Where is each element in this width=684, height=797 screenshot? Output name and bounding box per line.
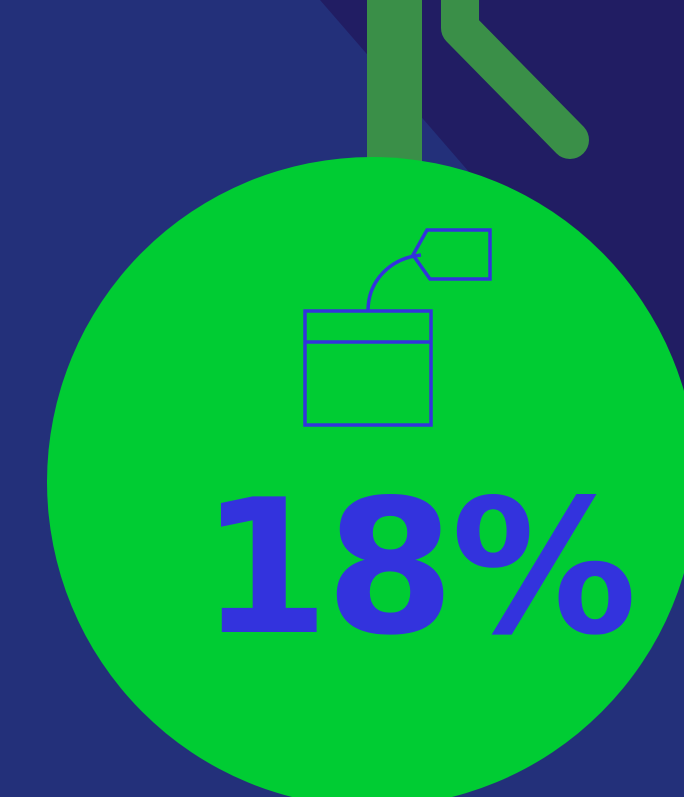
stat-circle	[47, 157, 684, 797]
tea-bag-icon	[303, 228, 492, 427]
hanging-branch	[441, 0, 589, 159]
stat-percentage: 18%	[200, 459, 637, 676]
